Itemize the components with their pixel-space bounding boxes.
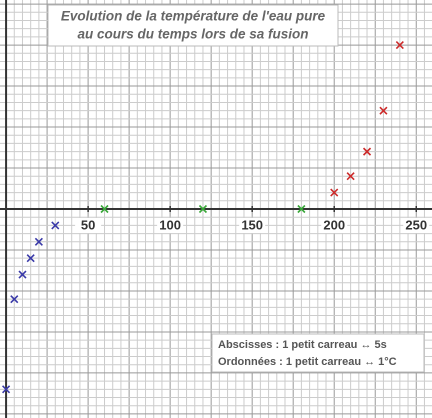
data-point <box>51 221 60 230</box>
data-point <box>10 295 19 304</box>
x-tick-label: 250 <box>405 217 427 232</box>
x-tick-label: 100 <box>159 217 181 232</box>
chart-title: Evolution de la température de l'eau pur… <box>61 9 326 24</box>
data-point <box>18 270 27 279</box>
x-tick-label: 150 <box>241 217 263 232</box>
chart-title: au cours du temps lors de sa fusion <box>77 27 308 42</box>
data-point <box>100 204 109 214</box>
data-point <box>26 254 35 263</box>
annotation: Abscisses : 1 petit carreau ↔ 5s <box>218 339 387 351</box>
data-point <box>2 385 11 394</box>
title-box <box>47 4 339 47</box>
data-point <box>346 172 355 181</box>
data-point <box>362 147 372 156</box>
tick-label-bg <box>321 218 348 233</box>
tick-label-bg <box>239 218 266 233</box>
tick-label-bg <box>75 218 102 233</box>
data-point <box>379 106 388 115</box>
x-tick-label: 200 <box>323 217 345 232</box>
data-point <box>198 204 208 214</box>
x-tick-label: 50 <box>81 217 95 232</box>
data-point <box>395 41 404 50</box>
data-point <box>330 188 339 197</box>
note-box <box>211 333 425 373</box>
tick-label-bg <box>403 218 430 233</box>
data-point <box>297 204 306 214</box>
tick-label-bg <box>157 218 184 233</box>
annotation: Ordonnées : 1 petit carreau ↔ 1°C <box>218 356 397 368</box>
data-point <box>34 237 43 246</box>
